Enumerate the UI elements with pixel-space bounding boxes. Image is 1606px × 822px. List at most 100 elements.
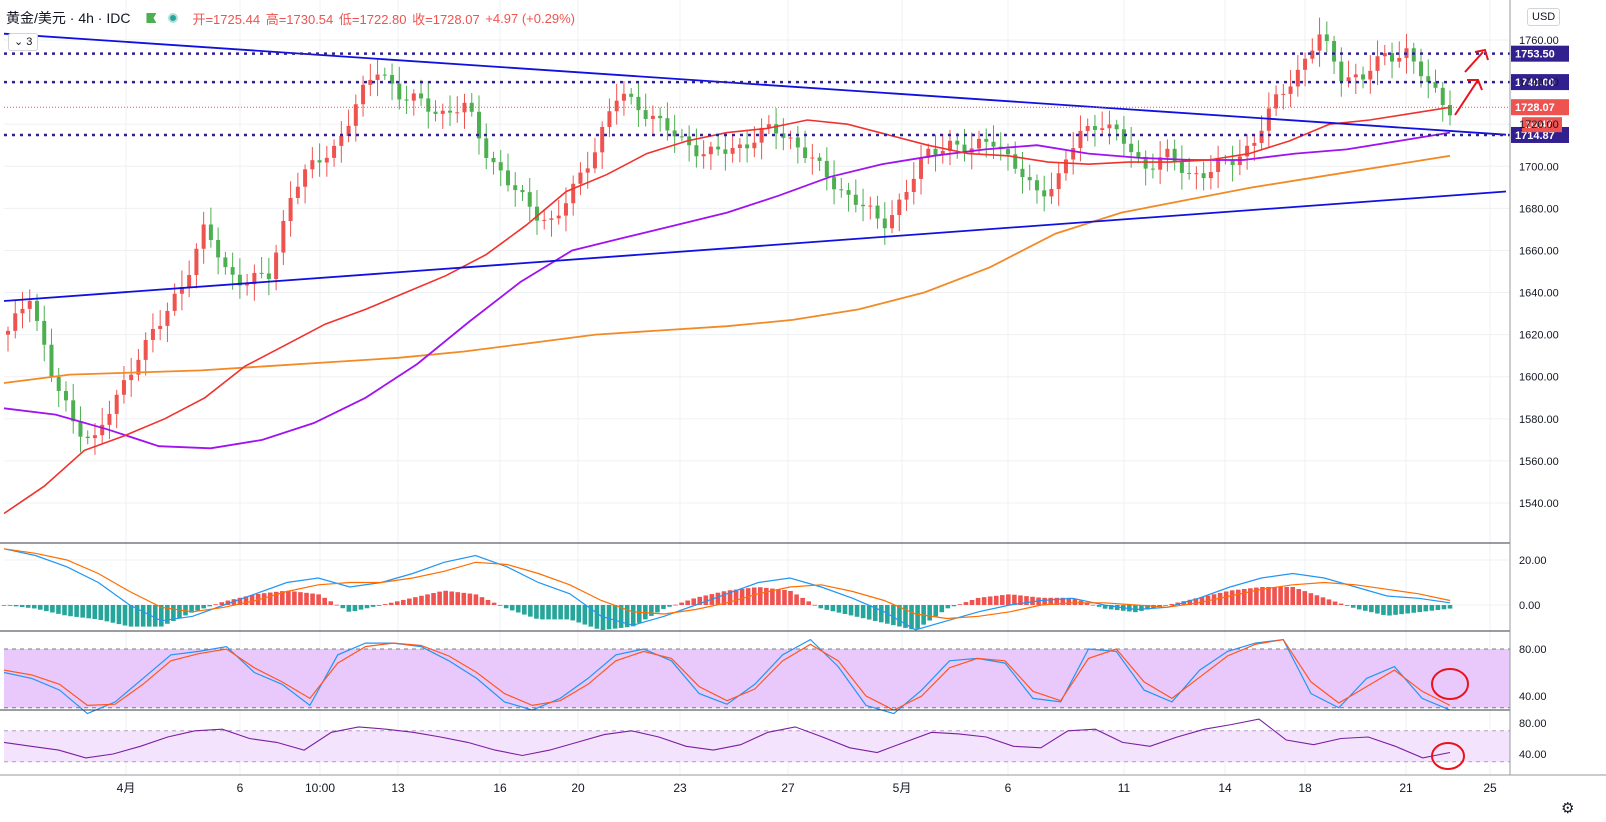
candle-body — [629, 93, 634, 97]
macd-histogram-bar — [1090, 604, 1096, 606]
candle-body — [1136, 152, 1141, 157]
candle-body — [781, 133, 786, 138]
oscillator-tick-label: 40.00 — [1519, 749, 1547, 761]
candle-body — [259, 272, 264, 274]
macd-histogram-bar — [1114, 605, 1120, 611]
moving-average-fast — [3, 106, 1451, 515]
macd-histogram-bar — [1163, 605, 1168, 606]
price-level-tag — [1511, 45, 1569, 62]
macd-histogram-bar — [128, 605, 134, 627]
macd-histogram-bar — [38, 605, 43, 610]
trendline-support — [3, 190, 1507, 302]
candle-body — [281, 221, 286, 253]
macd-histogram-bar — [479, 597, 485, 605]
macd-histogram-bar — [933, 605, 939, 617]
macd-histogram-bar — [431, 593, 436, 605]
candle-body — [1078, 130, 1083, 149]
candle-body — [382, 74, 387, 76]
macd-signal-line — [3, 548, 1451, 620]
macd-histogram-bar — [140, 605, 146, 627]
macd-histogram-bar — [1133, 605, 1138, 613]
candle-body — [766, 124, 771, 128]
macd-histogram-bar — [951, 605, 957, 607]
macd-pane[interactable] — [1, 548, 1453, 631]
macd-histogram-bar — [866, 605, 872, 620]
x-tick-label: 6 — [237, 781, 244, 795]
macd-histogram-bar — [636, 605, 642, 623]
macd-histogram-bar — [401, 599, 406, 605]
oscillator-pane[interactable] — [3, 718, 1510, 770]
gear-icon[interactable]: ⚙ — [1561, 800, 1575, 817]
macd-histogram-bar — [225, 600, 231, 605]
stochastic-pane[interactable] — [3, 638, 1510, 715]
macd-histogram-bar — [92, 605, 98, 619]
macd-histogram-bar — [116, 605, 122, 625]
candle-body — [266, 273, 271, 280]
macd-histogram-bar — [624, 605, 630, 628]
candle-body — [78, 421, 83, 437]
candle-body — [339, 135, 344, 146]
candle-body — [114, 394, 119, 414]
macd-histogram-bar — [1399, 605, 1404, 615]
x-tick-label: 27 — [781, 781, 795, 795]
macd-histogram-bar — [437, 591, 442, 605]
candle-body — [136, 359, 141, 375]
macd-histogram-bar — [655, 605, 660, 613]
candle-body — [991, 141, 996, 147]
macd-histogram-bar — [1145, 605, 1150, 610]
currency-button[interactable]: USD — [1527, 8, 1561, 26]
candle-body — [1339, 61, 1344, 82]
candle-body — [165, 310, 170, 326]
macd-histogram-bar — [927, 605, 932, 621]
indicators-toggle-button[interactable]: ⌄ 3 — [8, 33, 39, 51]
macd-histogram-bar — [310, 593, 315, 605]
macd-histogram-bar — [649, 605, 654, 616]
macd-histogram-bar — [394, 601, 400, 605]
candle-body — [853, 194, 858, 205]
macd-histogram-bar — [267, 592, 273, 605]
arrow-up-1 — [1454, 79, 1479, 116]
macd-histogram-bar — [473, 594, 479, 605]
macd-histogram-bar — [213, 604, 219, 606]
macd-histogram-bar — [1012, 594, 1017, 605]
candle-body — [940, 150, 945, 155]
candle-body — [158, 325, 163, 329]
candle-body — [636, 96, 641, 111]
axes: 4月 6 10:00 13 16 20 23 27 5月 6 11 14 18 21 251760.0017… — [0, 0, 1606, 795]
macd-histogram-bar — [872, 605, 878, 621]
candle-body — [179, 287, 184, 294]
macd-histogram-bar — [352, 605, 358, 612]
macd-histogram-bar — [110, 605, 116, 623]
macd-histogram-bar — [1042, 597, 1047, 605]
flag-icon[interactable] — [146, 13, 157, 23]
macd-histogram-bar — [298, 592, 303, 605]
macd-histogram-bar — [794, 594, 799, 605]
y-tick-label: 1700.00 — [1519, 161, 1559, 173]
macd-histogram-bar — [62, 605, 67, 616]
macd-histogram-bar — [618, 605, 624, 628]
price-pane[interactable]: 1753.50 1740.00 1714.87 1728.07 10:47 — [3, 17, 1569, 515]
macd-histogram-bar — [1326, 599, 1332, 605]
candle-body — [433, 111, 438, 114]
macd-histogram-bar — [146, 605, 152, 627]
macd-histogram-bar — [1048, 597, 1053, 605]
countdown-label: 10:47 — [1525, 119, 1553, 131]
oscillator-band — [4, 730, 1510, 762]
candle-body — [810, 157, 815, 159]
macd-histogram-bar — [885, 605, 890, 624]
candle-body — [332, 145, 337, 158]
candle-body — [1056, 173, 1061, 190]
candle-body — [592, 152, 597, 169]
candle-body — [390, 75, 395, 84]
candle-body — [1201, 173, 1206, 179]
macd-histogram-bar — [1266, 587, 1271, 605]
candle-body — [868, 205, 873, 207]
symbol-title[interactable]: 黄金/美元 · 4h · IDC — [6, 10, 131, 26]
candle-body — [984, 138, 989, 142]
macd-histogram-bar — [419, 595, 424, 605]
macd-histogram-bar — [346, 605, 352, 612]
arrow-up-1-head — [1467, 79, 1483, 91]
candle-body — [1208, 171, 1213, 179]
candle-body — [505, 170, 510, 186]
